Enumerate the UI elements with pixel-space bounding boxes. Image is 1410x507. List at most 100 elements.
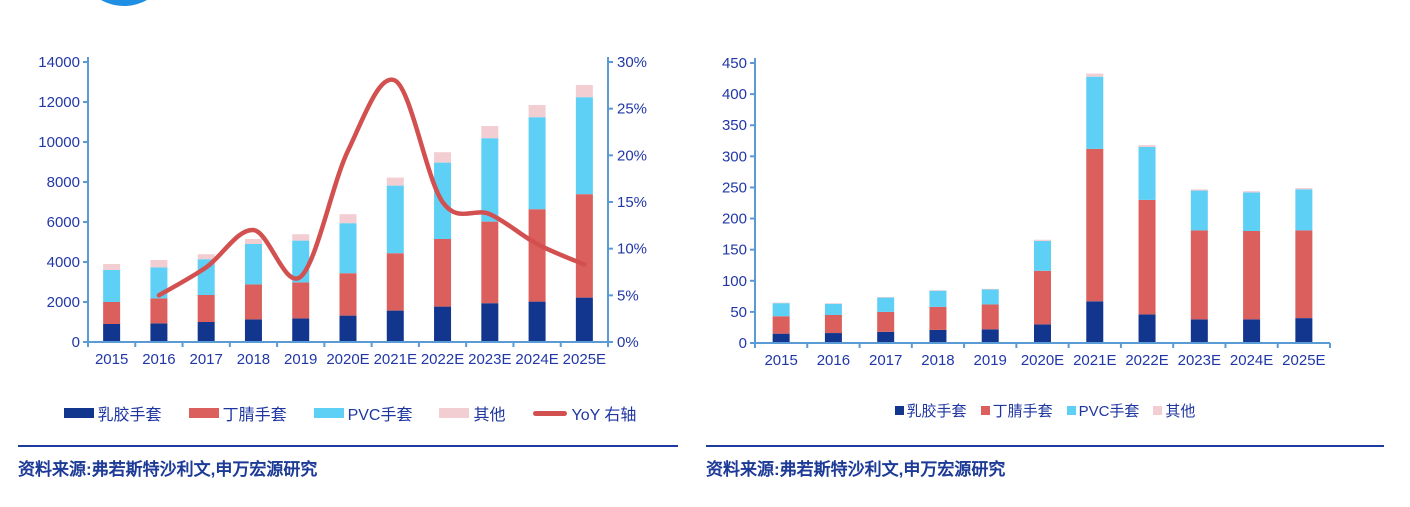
bar-segment-2020E-0 (339, 315, 357, 342)
x-axis-label: 2025E (1282, 352, 1325, 369)
bar-segment-2017-0 (197, 322, 215, 342)
bar-segment-2017-3 (877, 296, 895, 298)
bar-segment-2015-2 (103, 270, 121, 302)
legend-item-other: 其他 (1153, 400, 1195, 421)
bar-segment-2021E-2 (1086, 76, 1104, 149)
bar-segment-2020E-2 (1034, 240, 1051, 271)
y-axis-label: 12000 (38, 94, 80, 111)
bar-segment-2020E-0 (1034, 324, 1051, 343)
bar-segment-2025E-0 (1295, 318, 1313, 343)
y-axis-label: 450 (722, 55, 747, 72)
legend-label: 乳胶手套 (906, 403, 967, 420)
bar-segment-2017-2 (877, 297, 895, 312)
bar-segment-2025E-2 (575, 97, 593, 195)
secondary-y-axis-label: 25% (617, 101, 647, 118)
x-axis-label: 2020E (326, 351, 369, 368)
yoy-line (156, 77, 587, 298)
bar-segment-2016-1 (150, 298, 168, 324)
y-axis-label: 8000 (47, 174, 80, 191)
secondary-y-axis-label: 15% (617, 194, 647, 211)
legend-item-latex: 乳胶手套 (894, 400, 967, 421)
bar-segment-2024E-2 (1243, 192, 1261, 231)
bar-segment-2016-2 (824, 303, 842, 315)
bar-segment-2024E-1 (528, 209, 546, 302)
legend-label: 丁腈手套 (992, 403, 1053, 420)
bar-segment-2019-1 (292, 282, 310, 319)
bar-segment-2020E-1 (1034, 270, 1051, 325)
bar-segment-2024E-1 (1243, 231, 1261, 320)
y-axis-label: 0 (72, 334, 80, 351)
bar-segment-2022E-1 (434, 239, 452, 307)
bar-segment-2023E-0 (481, 303, 499, 342)
bar-segment-2018-2 (929, 290, 947, 307)
bar-segment-2023E-1 (1190, 230, 1208, 320)
bar-segment-2020E-2 (339, 223, 357, 274)
y-axis-label: 10000 (38, 134, 80, 151)
bar-segment-2021E-2 (386, 185, 404, 254)
bar-segment-2015-3 (103, 264, 121, 270)
x-axis-label: 2019 (284, 351, 317, 368)
other-swatch (1153, 406, 1163, 415)
bar-segment-2020E-1 (339, 273, 357, 316)
bar-segment-2016-1 (824, 315, 842, 334)
legend-label: 其他 (473, 407, 506, 424)
y-axis-label: 2000 (47, 294, 80, 311)
bar-segment-2016-3 (150, 260, 168, 268)
bar-segment-2018-3 (929, 290, 947, 291)
left-chart-legend: 乳胶手套 丁腈手套 PVC手套 其他 YoY 右轴 (30, 401, 670, 425)
bar-segment-2025E-3 (1295, 188, 1313, 190)
x-axis-label: 2023E (468, 351, 511, 368)
y-axis-label: 400 (722, 86, 747, 103)
bar-segment-2021E-0 (1086, 301, 1104, 343)
bar-segment-2021E-1 (386, 253, 404, 311)
y-axis-label: 14000 (38, 54, 80, 71)
bar-segment-2022E-3 (434, 152, 452, 163)
bar-segment-2019-0 (981, 329, 999, 343)
legend-label: PVC手套 (347, 407, 413, 424)
bar-segment-2023E-3 (481, 126, 499, 139)
y-axis-label: 300 (722, 148, 747, 165)
legend-label: 其他 (1165, 403, 1196, 420)
legend-item-other: 其他 (439, 401, 506, 425)
bar-segment-2015-1 (103, 302, 121, 324)
x-axis-label: 2018 (237, 351, 270, 368)
bar-segment-2020E-3 (1034, 239, 1051, 241)
bar-segment-2021E-3 (1086, 73, 1104, 77)
secondary-y-axis-label: 10% (617, 241, 647, 258)
bar-segment-2025E-1 (575, 194, 593, 298)
latex-swatch (894, 406, 904, 415)
bar-segment-2021E-0 (386, 310, 404, 342)
y-axis-label: 150 (722, 242, 747, 259)
bar-segment-2018-3 (244, 239, 262, 244)
y-axis-label: 4000 (47, 254, 80, 271)
x-axis-label: 2025E (563, 351, 606, 368)
left-source-text: 资料来源:弗若斯特沙利文,申万宏源研究 (18, 460, 318, 479)
x-axis-label: 2022E (421, 351, 464, 368)
bar-segment-2018-0 (244, 319, 262, 342)
x-axis-label: 2023E (1178, 352, 1221, 369)
bar-segment-2025E-3 (575, 85, 593, 98)
nitrile-swatch (980, 406, 990, 415)
bar-segment-2015-3 (772, 302, 790, 304)
x-axis-label: 2021E (374, 351, 417, 368)
x-axis-label: 2020E (1021, 352, 1064, 369)
bar-segment-2015-2 (772, 303, 790, 317)
bar-segment-2022E-2 (1138, 147, 1156, 200)
bar-segment-2019-2 (981, 289, 999, 305)
bar-segment-2024E-3 (528, 105, 546, 118)
x-axis-label: 2024E (1230, 352, 1273, 369)
bar-segment-2020E-3 (339, 214, 357, 224)
x-axis-label: 2017 (189, 351, 222, 368)
bar-segment-2024E-2 (528, 117, 546, 210)
bar-segment-2024E-0 (528, 301, 546, 342)
bar-segment-2018-1 (244, 284, 262, 320)
y-axis-label: 250 (722, 179, 747, 196)
right-chart-legend: 乳胶手套 丁腈手套 PVC手套 其他 (760, 400, 1330, 421)
x-axis-label: 2016 (142, 351, 175, 368)
secondary-y-axis-label: 20% (617, 147, 647, 164)
x-axis-label: 2019 (974, 352, 1007, 369)
bar-segment-2017-3 (197, 254, 215, 260)
y-axis-label: 200 (722, 211, 747, 228)
bar-segment-2016-0 (150, 323, 168, 342)
right-source-text: 资料来源:弗若斯特沙利文,申万宏源研究 (706, 460, 1006, 479)
